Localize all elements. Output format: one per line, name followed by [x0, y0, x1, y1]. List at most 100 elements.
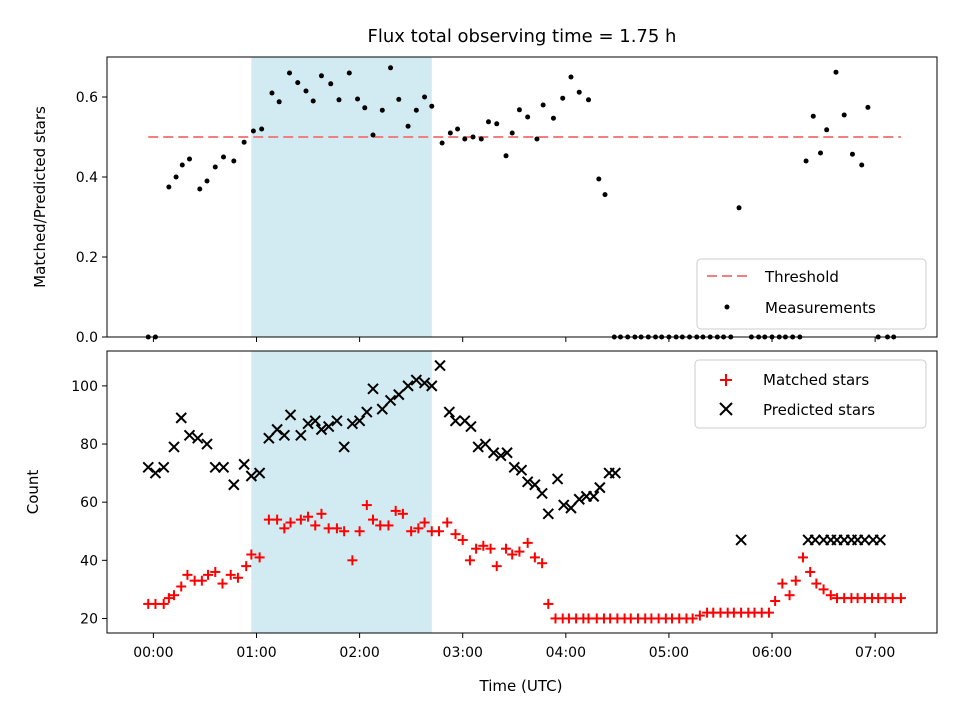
matched-star-point	[694, 610, 705, 621]
predicted-star-point	[573, 493, 585, 505]
predicted-star-point	[315, 423, 328, 436]
matched-star-point	[790, 575, 801, 586]
matched-star-point	[457, 534, 468, 545]
predicted-star-point	[253, 467, 266, 479]
measurement-point	[429, 103, 435, 109]
measurement-point	[379, 107, 385, 113]
predicted-stars-points	[142, 359, 886, 546]
measurement-point	[503, 153, 509, 159]
predicted-star-point	[508, 461, 520, 473]
predicted-star-point	[735, 534, 747, 546]
matched-star-point	[225, 569, 236, 580]
measurement-point	[602, 192, 608, 198]
bottom-x-axis-ticks: 00:00 01:00 02:00 03:00 04:00 05:00 06:00 07:00	[133, 633, 895, 661]
measurement-point	[859, 162, 865, 168]
matched-star-point	[784, 590, 795, 601]
top-legend: Threshold Measurements	[696, 258, 927, 330]
matched-star-point	[543, 598, 554, 609]
measurement-point	[841, 112, 847, 118]
measurement-point	[396, 96, 402, 102]
matched-star-point	[354, 526, 365, 537]
matched-star-point	[203, 569, 214, 580]
matched-star-point	[895, 593, 906, 604]
predicted-star-point	[587, 490, 600, 503]
predicted-star-point	[434, 359, 446, 372]
predicted-star-point	[201, 438, 213, 450]
matched-star-point	[169, 590, 180, 601]
bottom-legend: Matched stars Predicted stars	[694, 359, 927, 429]
measurement-point	[328, 81, 334, 87]
predicted-star-point	[859, 534, 871, 546]
predicted-star-point	[443, 406, 456, 418]
measurement-point	[204, 178, 210, 184]
measurement-point	[509, 130, 515, 136]
matched-star-point	[478, 540, 489, 551]
matched-star-point	[507, 549, 518, 560]
ratio-panel: 0.0 0.2 0.4 0.6 Matched/Predicted stars Thr…	[31, 56, 938, 346]
legend-matched-label: Matched stars	[763, 371, 869, 389]
measurement-point	[462, 136, 468, 142]
x-tick-label: 05:00	[649, 645, 689, 661]
predicted-star-point	[465, 420, 477, 433]
y-tick-label: 60	[80, 495, 98, 511]
x-tick-label: 03:00	[443, 645, 483, 661]
matched-star-point	[818, 584, 829, 595]
matched-star-point	[217, 578, 228, 589]
predicted-star-point	[376, 403, 388, 415]
predicted-star-point	[217, 461, 230, 473]
predicted-star-point	[472, 441, 484, 453]
measurement-point	[231, 158, 237, 164]
predicted-star-point	[393, 388, 405, 401]
x-tick-label: 00:00	[133, 645, 173, 661]
measurement-point	[810, 113, 816, 119]
bottom-y-axis-label: Count	[24, 470, 42, 515]
measurement-point	[470, 134, 476, 140]
measurement-point	[560, 95, 566, 101]
predicted-star-point	[384, 394, 397, 407]
measurement-point	[540, 102, 546, 108]
measurement-point	[494, 121, 500, 127]
measurement-point	[596, 176, 602, 182]
matched-star-point	[158, 598, 169, 609]
legend-predicted-swatch	[719, 402, 733, 416]
predicted-star-point	[238, 458, 250, 471]
matched-star-point	[763, 607, 774, 618]
measurement-point	[303, 88, 309, 94]
top-x-axis-ticks	[152, 337, 876, 342]
matched-star-point	[471, 543, 482, 554]
y-tick-label: 0.4	[76, 170, 98, 186]
measurement-point	[173, 174, 179, 180]
measurement-point	[212, 164, 218, 170]
matched-star-point	[163, 593, 174, 604]
x-axis-label: Time (UTC)	[479, 677, 563, 695]
predicted-star-point	[487, 447, 500, 459]
matched-star-point	[464, 555, 475, 566]
matched-star-point	[279, 523, 290, 534]
predicted-star-point	[322, 420, 335, 433]
x-tick-label: 02:00	[339, 645, 379, 661]
predicted-star-point	[263, 432, 275, 444]
predicted-star-point	[149, 467, 162, 479]
matched-star-point	[419, 517, 430, 528]
measurement-point	[197, 186, 203, 192]
predicted-star-point	[418, 377, 431, 389]
measurement-point	[276, 99, 282, 105]
predicted-star-point	[175, 412, 187, 424]
predicted-star-point	[449, 415, 462, 427]
matched-star-point	[182, 569, 193, 580]
measurement-point	[355, 96, 361, 102]
matched-star-point	[295, 514, 306, 525]
matched-star-point	[529, 552, 540, 563]
x-tick-label: 06:00	[752, 645, 792, 661]
measurement-point	[405, 123, 411, 129]
x-tick-label: 07:00	[855, 645, 895, 661]
measurement-point	[413, 107, 419, 113]
predicted-star-point	[479, 438, 492, 450]
predicted-star-point	[158, 461, 170, 473]
x-tick-label: 04:00	[546, 645, 586, 661]
bottom-axes-frame	[106, 350, 938, 634]
matched-star-point	[811, 578, 822, 589]
measurement-point	[336, 97, 342, 103]
predicted-star-point	[353, 415, 366, 427]
predicted-star-point	[168, 441, 180, 453]
